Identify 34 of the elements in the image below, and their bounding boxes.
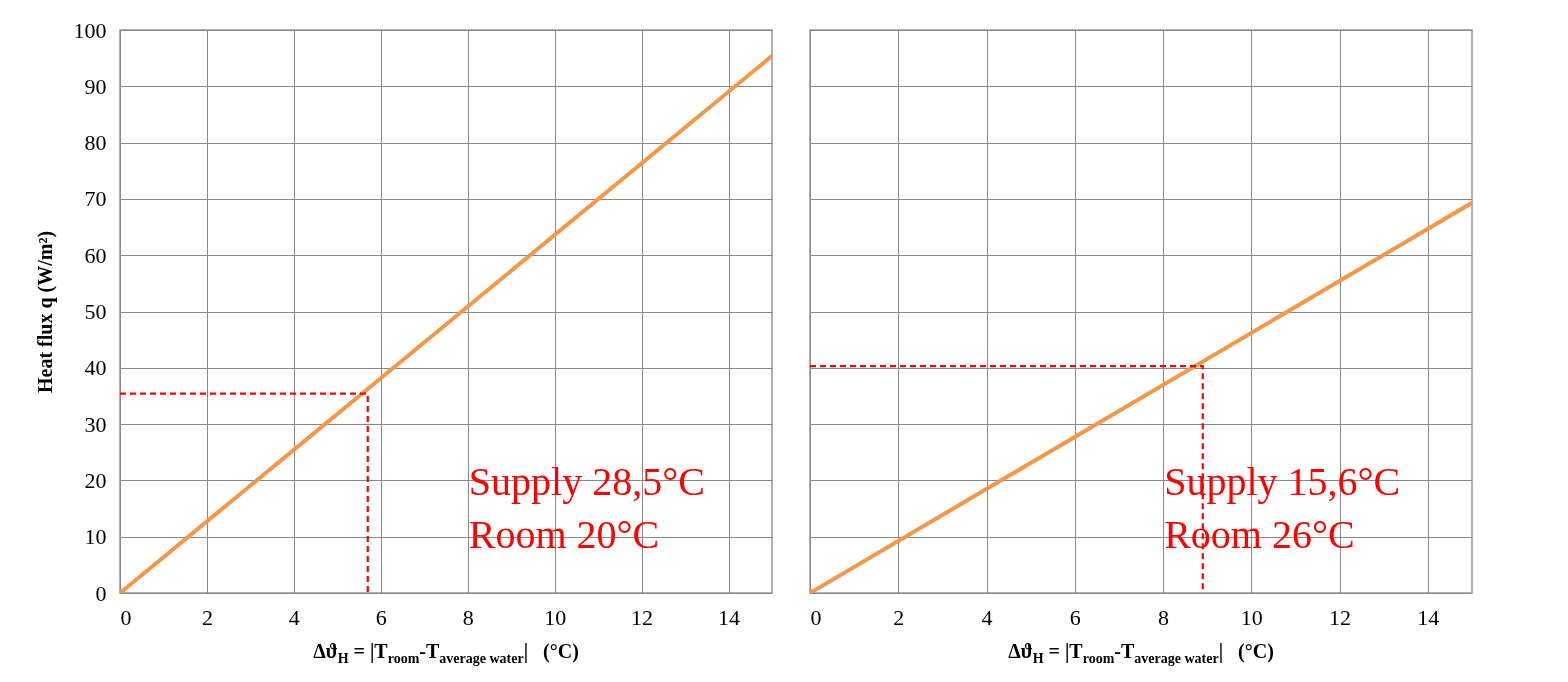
y-tick-label: 70 [84,186,107,212]
y-tick-label: 100 [73,17,107,43]
x-tick-label: 0 [120,604,132,630]
x-tick-label: 10 [1240,604,1263,630]
x-tick-label: 10 [544,604,567,630]
x-tick-label: 4 [288,604,300,630]
y-axis-title: Heat flux q (W/m²) [33,230,57,394]
y-tick-label: 50 [84,299,107,324]
x-tick-label: 12 [1329,604,1352,630]
x-tick-label: 14 [1417,604,1440,630]
y-tick-label: 40 [84,355,107,381]
x-axis-title: Δϑ$_{H}$ = |T$_{room}$-T$_{average water}$| (°C) [313,640,579,667]
y-tick-label: 0 [95,580,107,606]
annotation: Supply 15,6°C [1164,458,1401,504]
x-tick-label: 8 [1158,604,1170,630]
annotation: Room 20°C [468,511,660,557]
x-tick-label: 14 [718,604,741,630]
x-tick-label: 0 [810,604,822,630]
annotation: Room 26°C [1164,511,1355,557]
y-tick-label: 30 [84,411,107,437]
y-tick-label: 10 [84,524,107,550]
y-tick-label: 60 [84,242,107,268]
y-tick-label: 20 [84,467,107,493]
y-tick-label: 80 [84,130,107,156]
x-tick-label: 8 [462,604,474,630]
annotation: Supply 28,5°C [468,458,705,504]
x-tick-label: 6 [375,604,387,630]
y-tick-label: 90 [84,73,107,99]
x-tick-label: 6 [1069,604,1081,630]
x-axis-title: Δϑ$_{H}$ = |T$_{room}$-T$_{average water}$| (°C) [1008,640,1274,667]
x-tick-label: 2 [201,604,213,630]
x-tick-label: 4 [981,604,993,630]
x-tick-label: 12 [631,604,654,630]
x-tick-label: 2 [893,604,905,630]
